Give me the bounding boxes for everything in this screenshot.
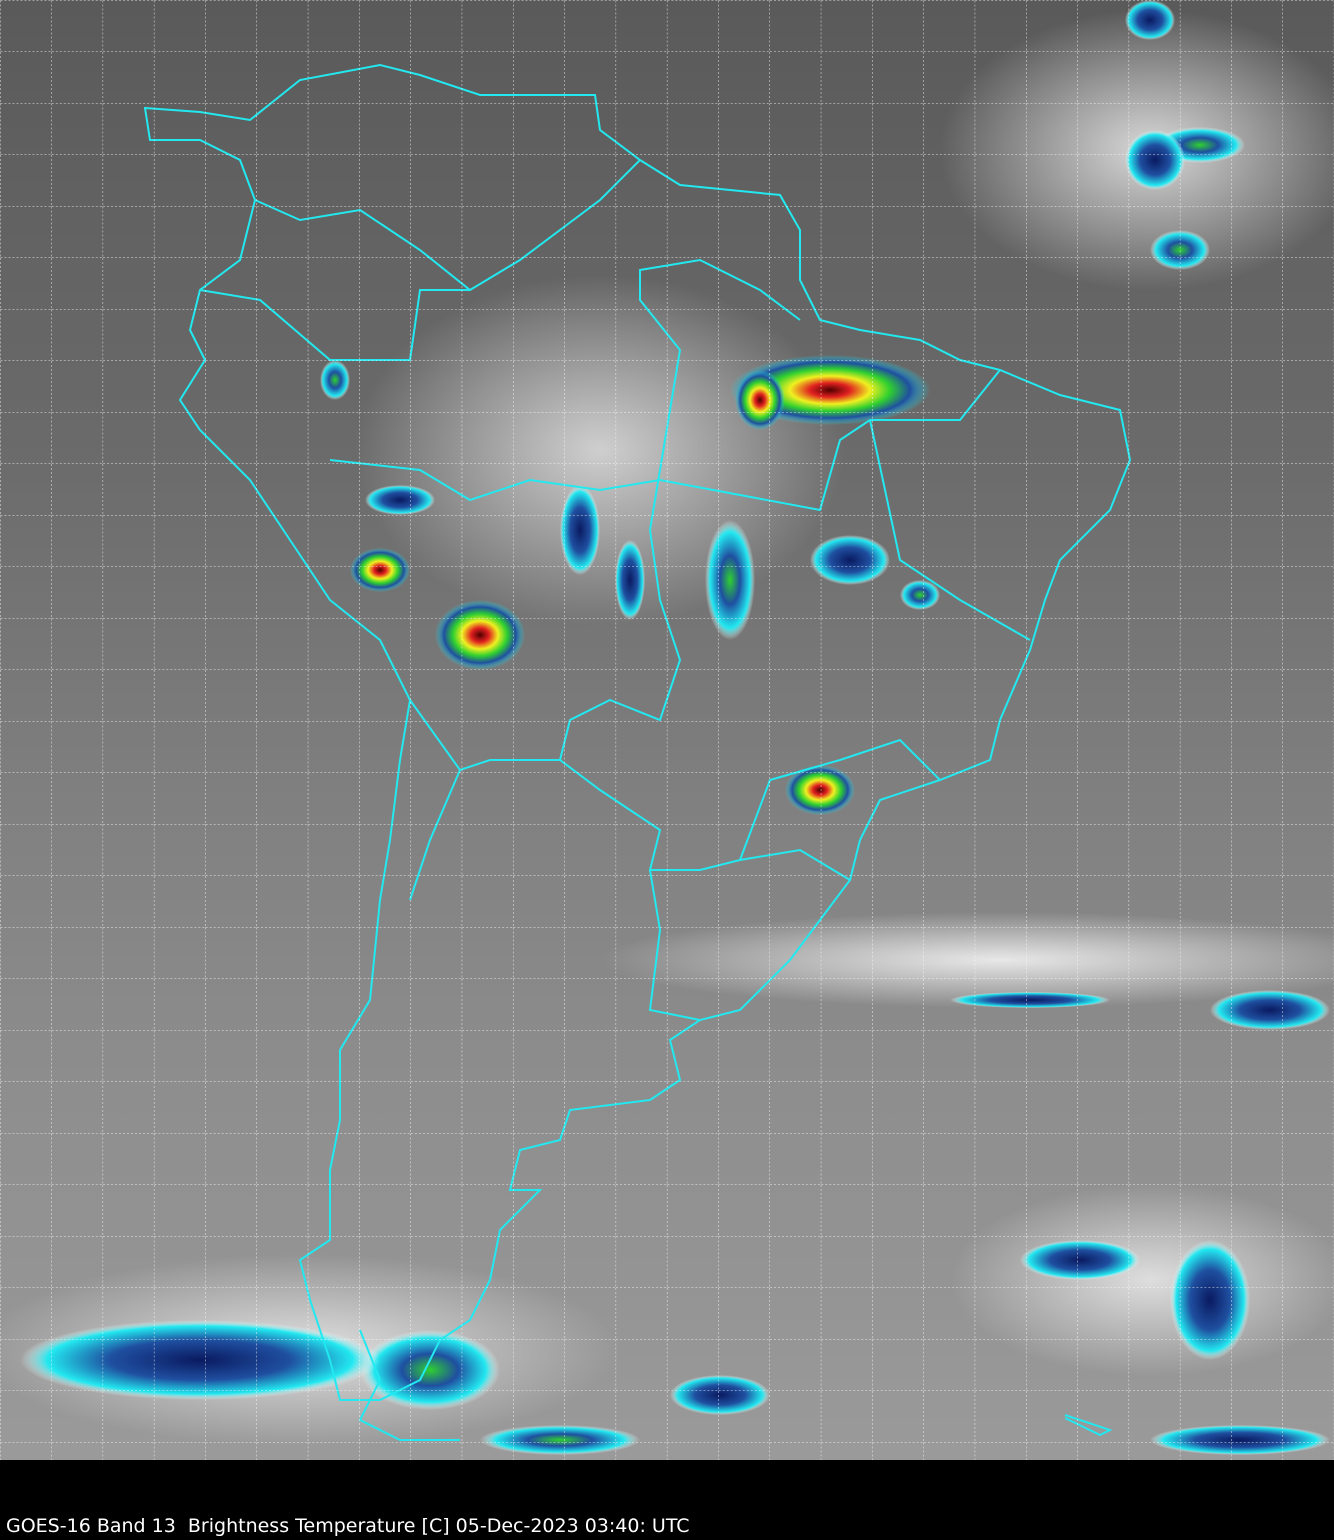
country-border (254, 159, 641, 292)
country-border (199, 289, 470, 361)
country-border (409, 769, 461, 901)
satellite-image (0, 0, 1334, 1460)
country-border (409, 699, 851, 881)
country-border (648, 869, 701, 1021)
island (1064, 1414, 1113, 1437)
caption-bar (0, 1460, 1334, 1540)
country-border (869, 419, 1031, 641)
image-caption: GOES-16 Band 13 Brightness Temperature [… (6, 1515, 690, 1537)
cloud-tops (20, 0, 1330, 1455)
south-america-coastline (143, 63, 1132, 1401)
satellite-imagery (20, 0, 1330, 1455)
coastlines-and-borders (143, 63, 1132, 1441)
